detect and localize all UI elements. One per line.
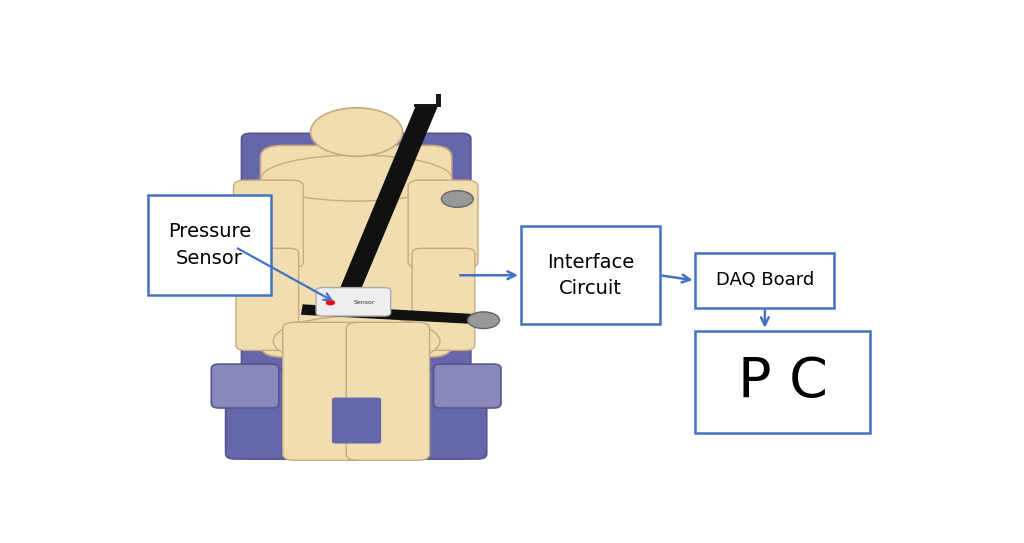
FancyBboxPatch shape xyxy=(147,195,270,295)
Text: Sensor: Sensor xyxy=(353,300,375,305)
FancyBboxPatch shape xyxy=(412,248,475,350)
FancyBboxPatch shape xyxy=(521,226,659,324)
FancyBboxPatch shape xyxy=(332,397,381,444)
Ellipse shape xyxy=(261,155,452,201)
FancyBboxPatch shape xyxy=(225,370,486,459)
FancyBboxPatch shape xyxy=(236,248,299,350)
Circle shape xyxy=(327,301,335,305)
FancyBboxPatch shape xyxy=(695,253,835,308)
FancyBboxPatch shape xyxy=(242,134,471,459)
FancyBboxPatch shape xyxy=(433,364,501,408)
Polygon shape xyxy=(342,153,371,166)
FancyBboxPatch shape xyxy=(409,180,478,268)
FancyBboxPatch shape xyxy=(283,323,367,460)
Text: DAQ Board: DAQ Board xyxy=(716,272,814,289)
Circle shape xyxy=(441,191,473,207)
FancyBboxPatch shape xyxy=(695,331,870,433)
Text: Pressure
Sensor: Pressure Sensor xyxy=(168,222,251,268)
Circle shape xyxy=(468,312,500,329)
FancyBboxPatch shape xyxy=(346,323,430,460)
Circle shape xyxy=(310,108,402,156)
Ellipse shape xyxy=(273,316,440,366)
Text: Interface
Circuit: Interface Circuit xyxy=(547,252,634,298)
Text: P C: P C xyxy=(737,355,827,409)
Polygon shape xyxy=(301,304,481,324)
Polygon shape xyxy=(414,94,441,107)
FancyBboxPatch shape xyxy=(233,180,303,268)
FancyBboxPatch shape xyxy=(316,288,391,316)
Polygon shape xyxy=(333,107,437,306)
FancyBboxPatch shape xyxy=(260,146,452,357)
FancyBboxPatch shape xyxy=(211,364,279,408)
